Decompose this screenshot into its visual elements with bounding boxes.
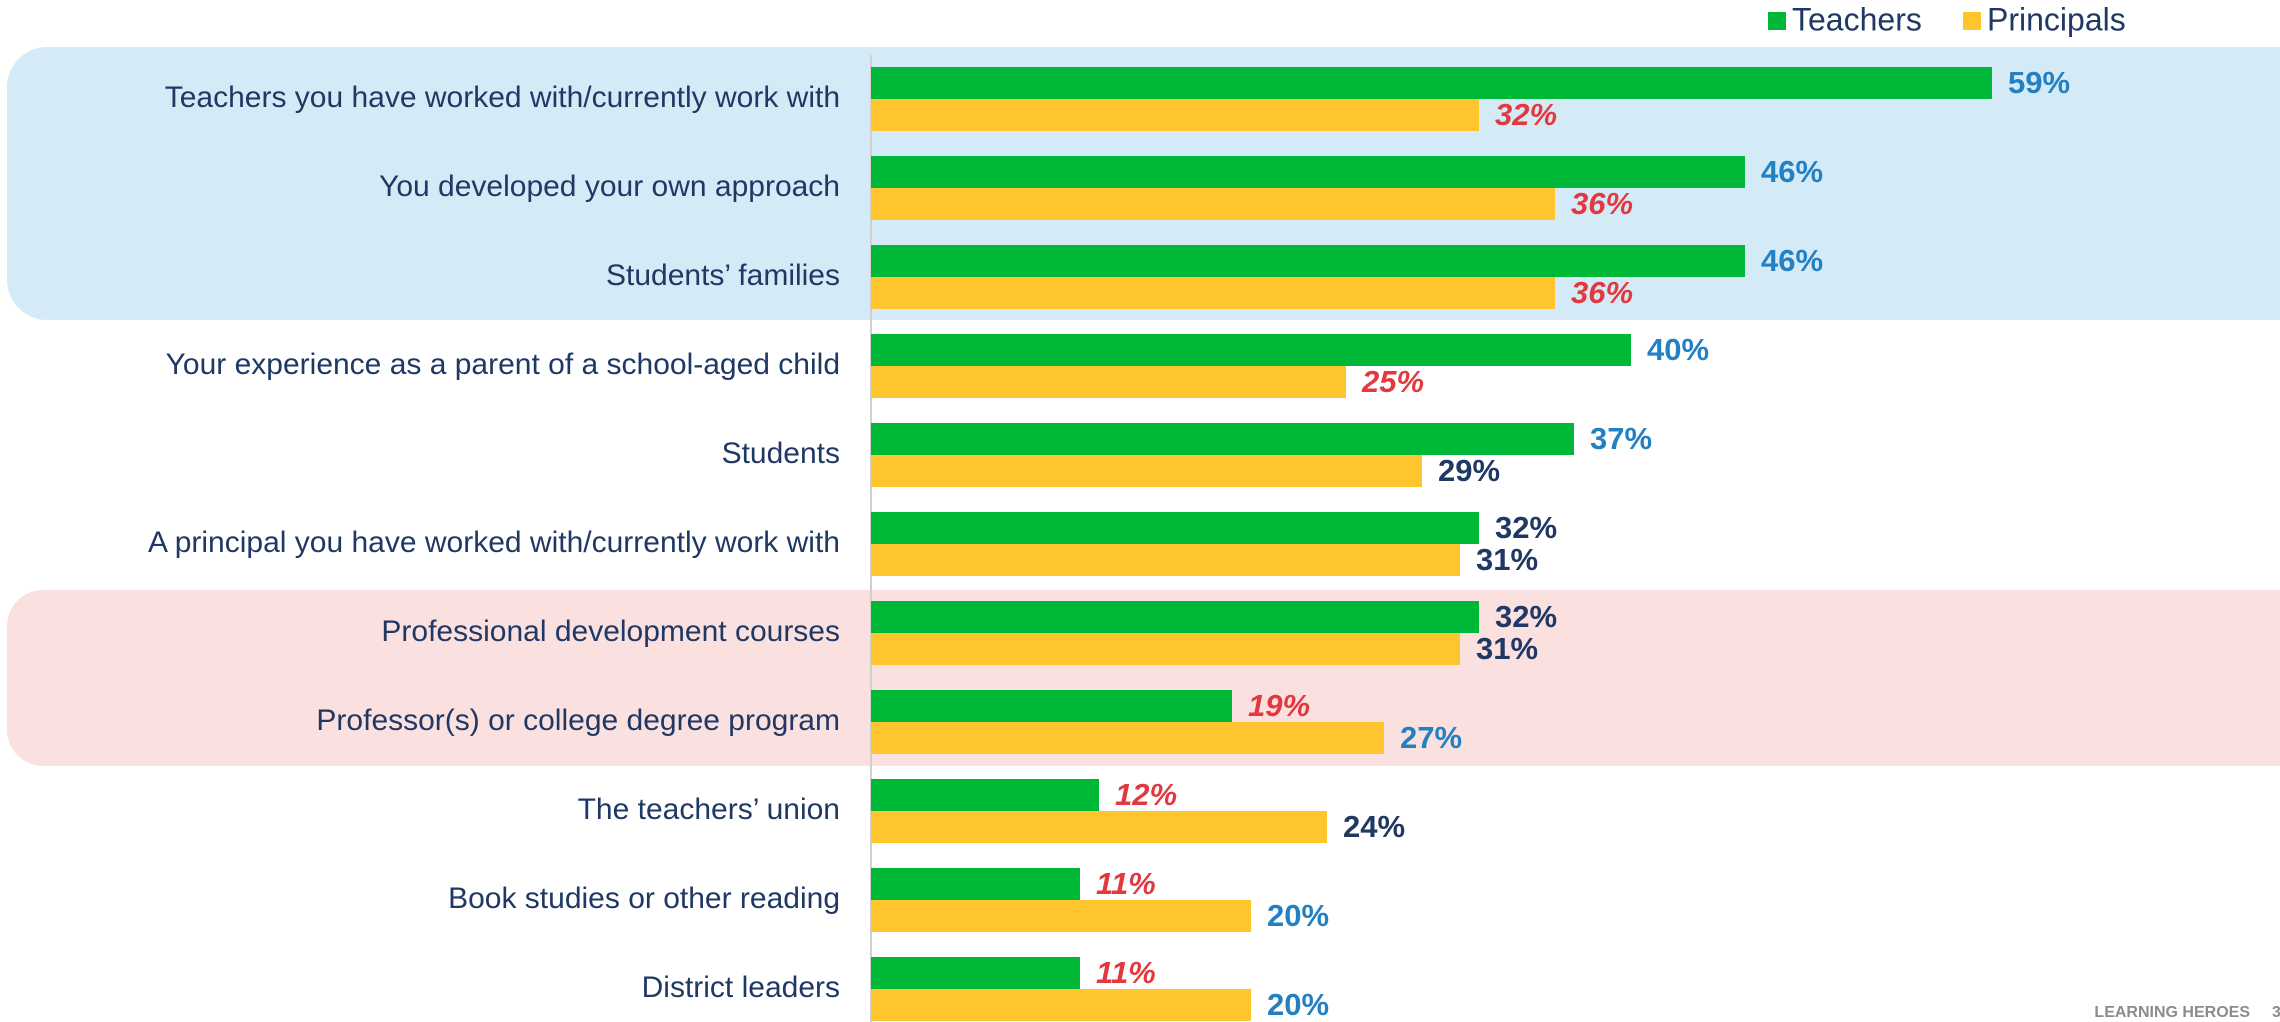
category-label: District leaders — [642, 971, 840, 1004]
value-label: 32% — [1495, 97, 1557, 132]
category-label: Students’ families — [606, 259, 840, 292]
value-label: 46% — [1761, 243, 1823, 278]
category-label: The teachers’ union — [578, 793, 840, 826]
bar — [871, 277, 1555, 309]
value-label: 36% — [1571, 186, 1633, 221]
value-label: 46% — [1761, 154, 1823, 189]
value-label: 32% — [1495, 510, 1557, 545]
value-label: 11% — [1096, 955, 1156, 990]
value-label: 31% — [1476, 542, 1538, 577]
legend-swatch — [1963, 12, 1981, 30]
bar — [871, 455, 1422, 487]
value-label: 20% — [1267, 987, 1329, 1022]
bar — [871, 601, 1479, 633]
value-label: 20% — [1267, 898, 1329, 933]
bar — [871, 868, 1080, 900]
bar — [871, 156, 1745, 188]
bar — [871, 188, 1555, 220]
bar — [871, 366, 1346, 398]
value-label: 19% — [1248, 688, 1310, 723]
bar — [871, 779, 1099, 811]
value-label: 31% — [1476, 631, 1538, 666]
category-label: Your experience as a parent of a school-… — [166, 348, 840, 381]
bar — [871, 957, 1080, 989]
value-label: 27% — [1400, 720, 1462, 755]
value-label: 29% — [1438, 453, 1500, 488]
category-label: Professional development courses — [381, 615, 840, 648]
page-number: 3 — [2272, 1004, 2280, 1021]
value-label: 11% — [1096, 866, 1156, 901]
value-label: 37% — [1590, 421, 1652, 456]
value-label: 59% — [2008, 65, 2070, 100]
bar — [871, 245, 1745, 277]
bar — [871, 334, 1631, 366]
footer-brand: LEARNING HEROES — [2094, 1004, 2250, 1021]
legend-label: Principals — [1987, 1, 2126, 37]
value-label: 36% — [1571, 275, 1633, 310]
value-label: 32% — [1495, 599, 1557, 634]
bar — [871, 99, 1479, 131]
bar — [871, 690, 1232, 722]
category-label: You developed your own approach — [379, 170, 840, 203]
bar — [871, 989, 1251, 1021]
bar — [871, 512, 1479, 544]
bar — [871, 811, 1327, 843]
bar — [871, 67, 1992, 99]
category-label: A principal you have worked with/current… — [148, 526, 840, 559]
category-label: Teachers you have worked with/currently … — [165, 81, 840, 114]
category-label: Professor(s) or college degree program — [316, 704, 840, 737]
bar — [871, 722, 1384, 754]
bar — [871, 544, 1460, 576]
bar — [871, 900, 1251, 932]
bar — [871, 633, 1460, 665]
value-label: 25% — [1361, 364, 1424, 399]
category-label: Book studies or other reading — [448, 882, 840, 915]
value-label: 12% — [1115, 777, 1177, 812]
highlight-band — [7, 590, 2280, 766]
bar — [871, 423, 1574, 455]
value-label: 24% — [1343, 809, 1405, 844]
category-label: Students — [722, 437, 840, 470]
legend-label: Teachers — [1792, 1, 1922, 37]
legend-swatch — [1768, 12, 1786, 30]
value-label: 40% — [1647, 332, 1709, 367]
